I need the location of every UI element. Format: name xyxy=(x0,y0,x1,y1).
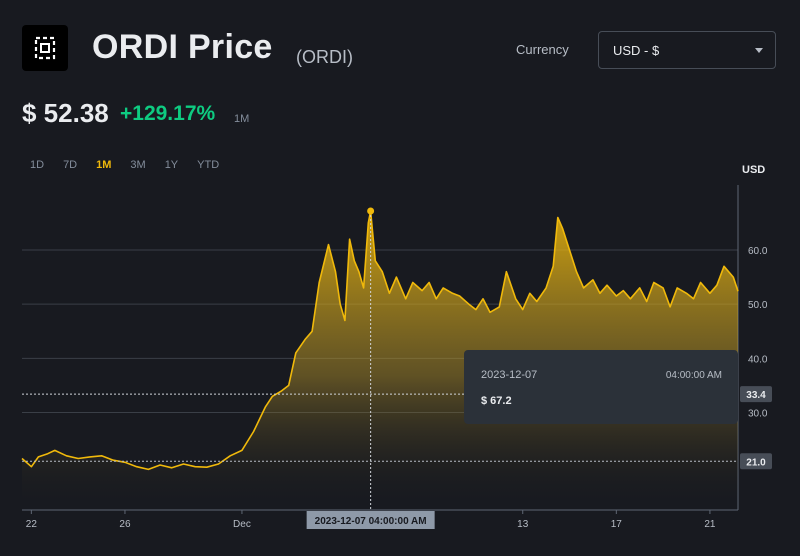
tooltip-price: $ 67.2 xyxy=(481,395,512,407)
baseline-label: 21.0 xyxy=(746,457,766,468)
y-tick-label: 50.0 xyxy=(748,300,768,311)
crosshair-price-badge xyxy=(740,386,772,403)
range-tab-1m[interactable]: 1M xyxy=(96,159,112,171)
x-tick-label: 22 xyxy=(26,519,38,530)
range-tabs: 1D 7D 1M 3M 1Y YTD xyxy=(30,159,238,171)
coin-symbol: (ORDI) xyxy=(296,47,353,67)
y-tick-label: 60.0 xyxy=(748,246,768,257)
currency-label: Currency xyxy=(516,42,569,57)
chevron-down-icon xyxy=(755,47,763,53)
currency-value: USD - $ xyxy=(613,42,660,58)
x-tick-label: 17 xyxy=(611,519,623,530)
crosshair-date-badge xyxy=(306,511,435,529)
x-tick-label: 26 xyxy=(119,519,131,530)
range-tab-1y[interactable]: 1Y xyxy=(164,159,179,171)
y-tick-label: 40.0 xyxy=(748,354,768,365)
range-tab-3m[interactable]: 3M xyxy=(130,159,146,171)
currency-select[interactable]: USD - $ xyxy=(598,31,776,69)
y-tick-label: 30.0 xyxy=(748,409,768,420)
price-change: +129.17% xyxy=(120,102,216,125)
crosshair-price-label: 33.4 xyxy=(746,390,766,401)
tooltip-date: 2023-12-07 xyxy=(481,369,537,381)
range-tab-ytd[interactable]: YTD xyxy=(197,159,220,171)
current-price: $ 52.38 xyxy=(22,98,109,128)
tooltip-time: 04:00:00 AM xyxy=(666,370,722,381)
x-tick-label: Dec xyxy=(233,519,251,530)
x-tick-label: 21 xyxy=(704,519,716,530)
highlight-point[interactable] xyxy=(367,207,375,215)
page-title: ORDI Price xyxy=(92,28,273,66)
range-tab-1d[interactable]: 1D xyxy=(30,159,45,171)
range-tab-7d[interactable]: 7D xyxy=(63,159,78,171)
baseline-badge xyxy=(740,453,772,470)
price-area xyxy=(22,211,738,510)
crosshair-date-label: 2023-12-07 04:00:00 AM xyxy=(315,516,427,527)
tooltip xyxy=(464,350,738,424)
ordi-logo-icon xyxy=(22,25,68,71)
price-line xyxy=(21,210,739,471)
change-period: 1M xyxy=(234,113,250,125)
x-tick-label: 13 xyxy=(517,519,529,530)
y-axis-unit: USD xyxy=(742,164,766,176)
